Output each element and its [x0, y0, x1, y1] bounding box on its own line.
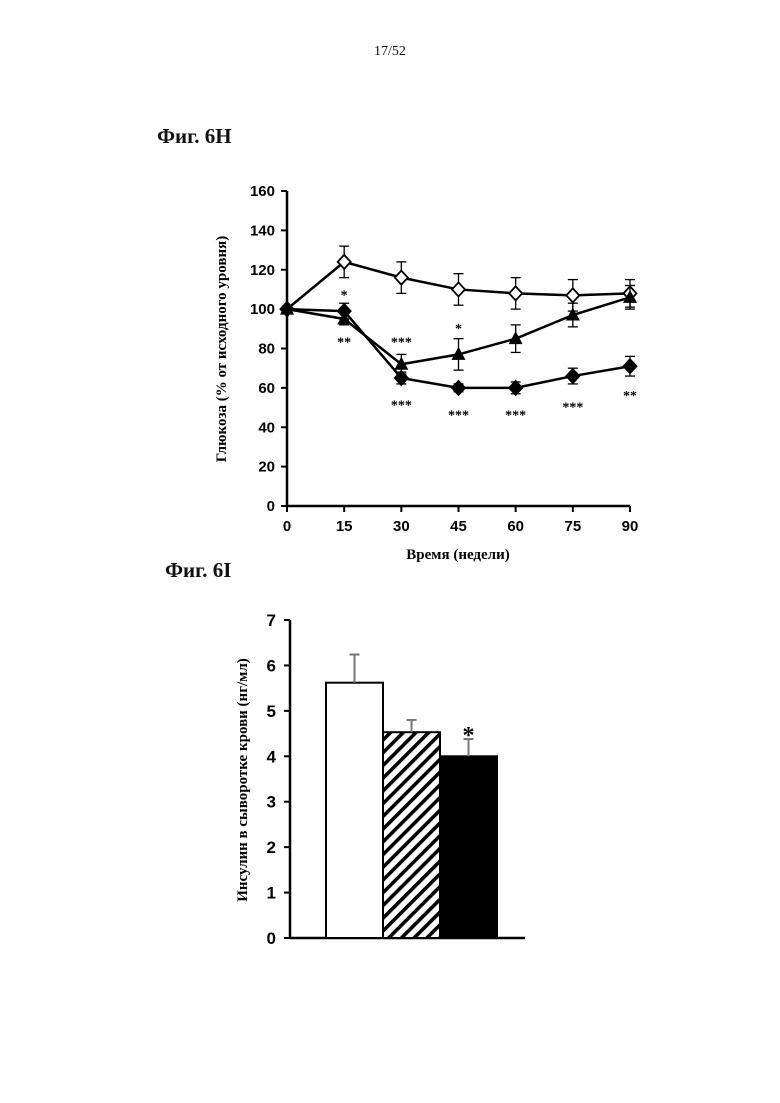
glucose-y-tick-label: 160	[250, 183, 275, 200]
insulin-y-tick-label: 6	[267, 656, 276, 675]
insulin-y-tick-label: 3	[267, 793, 276, 812]
insulin-y-tick-label: 0	[267, 929, 276, 948]
insulin-bar-chart: 0 1 2 3 4 5 6 7 * Инсулин в сыворотке крови (нг…	[215, 600, 545, 960]
glucose-x-axis-title: Время (недели)	[406, 547, 509, 563]
glucose-significance-mark: ***	[562, 401, 583, 416]
insulin-y-tick-label: 7	[267, 611, 276, 630]
insulin-significance-mark: *	[463, 723, 475, 749]
insulin-y-tick-label: 1	[267, 884, 276, 903]
glucose-y-tick-label: 0	[267, 498, 275, 515]
glucose-y-tick-label: 100	[250, 301, 275, 318]
glucose-axes: 0 20 40 60 80 100 120 140 160 0 15 30 45 60 75 90	[250, 183, 638, 535]
glucose-significance-mark: ***	[391, 399, 412, 414]
insulin-y-tick-label: 4	[267, 747, 277, 766]
glucose-x-tick-label: 30	[393, 518, 410, 535]
glucose-point-filled-diamond	[566, 369, 579, 383]
insulin-y-tick-label: 5	[267, 702, 276, 721]
insulin-bars	[326, 655, 497, 938]
glucose-point-filled-diamond	[452, 381, 465, 395]
glucose-x-tick-label: 60	[507, 518, 524, 535]
glucose-significance-mark: *	[341, 288, 348, 303]
glucose-point-open-diamond	[395, 271, 408, 285]
glucose-x-tick-label: 75	[564, 518, 581, 535]
insulin-bar-black	[440, 756, 497, 938]
glucose-significance-mark: **	[337, 336, 351, 351]
glucose-significance-mark: ***	[391, 336, 412, 351]
glucose-x-tick-label: 0	[283, 518, 291, 535]
glucose-y-tick-label: 140	[250, 222, 275, 239]
glucose-significance-mark: *	[455, 322, 462, 337]
glucose-y-tick-label: 40	[258, 419, 275, 436]
figure-6h-label: Фиг. 6H	[157, 124, 232, 149]
glucose-significance-mark: **	[623, 389, 637, 404]
insulin-bar-hatched	[383, 732, 440, 938]
glucose-y-axis-title: Глюкоза (% от исходного уровня)	[214, 236, 230, 462]
insulin-annotations: *	[463, 723, 475, 749]
insulin-bar-white	[326, 683, 383, 938]
glucose-x-tick-label: 15	[336, 518, 353, 535]
glucose-y-tick-label: 120	[250, 262, 275, 279]
figure-6i-label: Фиг. 6I	[165, 558, 231, 583]
glucose-y-tick-label: 20	[258, 459, 275, 476]
glucose-point-open-diamond	[566, 288, 579, 302]
insulin-y-tick-label: 2	[267, 838, 276, 857]
glucose-series	[280, 246, 637, 395]
glucose-point-open-diamond	[509, 286, 522, 300]
glucose-x-tick-label: 90	[622, 518, 639, 535]
glucose-y-tick-label: 80	[258, 341, 275, 358]
glucose-series-0	[281, 246, 637, 316]
insulin-y-axis-title: Инсулин в сыворотке крови (нг/мл)	[235, 658, 251, 902]
glucose-significance-mark: ***	[505, 409, 526, 424]
glucose-point-filled-diamond	[509, 381, 522, 395]
glucose-y-tick-label: 60	[258, 380, 275, 397]
glucose-point-open-diamond	[452, 282, 465, 296]
glucose-point-filled-diamond	[624, 359, 637, 373]
page-number: 17/52	[0, 44, 780, 60]
glucose-line-chart: 0204060801001201401600153045607590 *****…	[195, 175, 665, 575]
glucose-x-tick-label: 45	[450, 518, 467, 535]
glucose-significance-mark: ***	[448, 409, 469, 424]
